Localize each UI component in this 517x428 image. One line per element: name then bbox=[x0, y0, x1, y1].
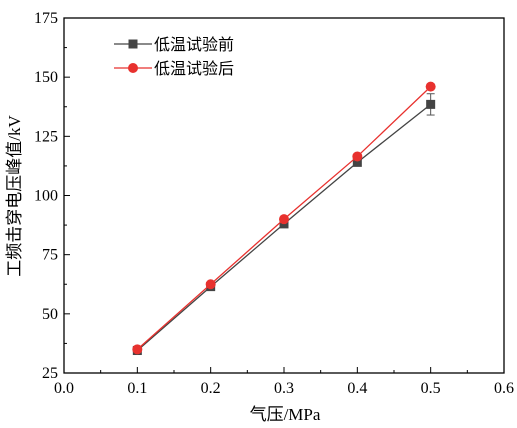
y-tick-label: 125 bbox=[34, 128, 58, 145]
x-axis-ticks: 0.0 0.1 0.2 0.3 0.4 0.5 0.6 bbox=[54, 367, 514, 397]
x-tick-label: 0.6 bbox=[494, 380, 514, 397]
data-point bbox=[279, 214, 289, 225]
legend-marker bbox=[128, 39, 138, 49]
data-point bbox=[205, 279, 216, 290]
x-tick-label: 0.3 bbox=[274, 380, 294, 397]
data-point bbox=[426, 99, 436, 109]
y-tick-label: 50 bbox=[42, 306, 58, 323]
x-tick-label: 0.5 bbox=[421, 380, 441, 397]
series-layer bbox=[132, 81, 436, 356]
series-2 bbox=[132, 81, 436, 355]
y-tick-label: 100 bbox=[34, 188, 58, 205]
legend-marker bbox=[128, 63, 138, 73]
y-tick-label: 75 bbox=[42, 247, 58, 264]
y-axis-ticks: 25 50 75 100 125 150 175 bbox=[34, 10, 70, 382]
x-tick-label: 0.4 bbox=[347, 380, 367, 397]
y-tick-label: 175 bbox=[34, 10, 58, 27]
data-point bbox=[132, 344, 143, 355]
y-tick-label: 25 bbox=[42, 365, 58, 382]
data-point bbox=[352, 157, 362, 167]
series-1 bbox=[132, 93, 436, 356]
y-axis-label: 工频击穿电压峰值/kV bbox=[5, 115, 24, 277]
data-point bbox=[352, 151, 363, 162]
legend-label: 低温试验前 bbox=[154, 36, 234, 54]
x-tick-label: 0.0 bbox=[54, 380, 74, 397]
x-tick-label: 0.2 bbox=[201, 380, 221, 397]
x-tick-label: 0.1 bbox=[127, 380, 147, 397]
data-point bbox=[425, 81, 436, 92]
x-axis-label: 气压/MPa bbox=[250, 405, 321, 424]
y-tick-label: 150 bbox=[34, 69, 58, 86]
legend-label: 低温试验后 bbox=[154, 60, 234, 78]
